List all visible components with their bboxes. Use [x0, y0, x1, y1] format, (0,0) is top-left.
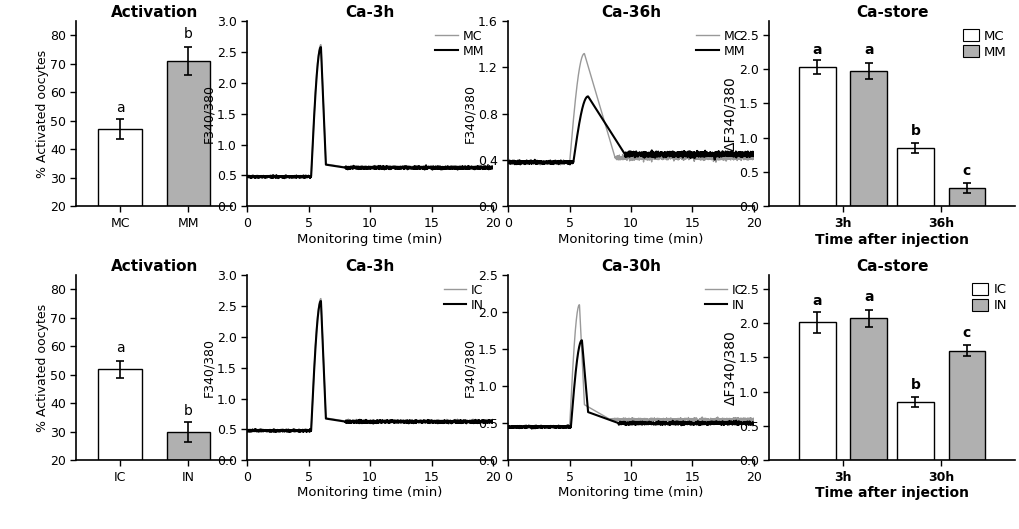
- X-axis label: Monitoring time (min): Monitoring time (min): [557, 487, 703, 499]
- Legend: MC, MM: MC, MM: [432, 28, 486, 60]
- Legend: IC, IN: IC, IN: [701, 281, 747, 314]
- Text: a: a: [863, 290, 872, 304]
- Bar: [896, 148, 933, 206]
- Bar: [166, 61, 210, 206]
- X-axis label: Monitoring time (min): Monitoring time (min): [298, 233, 442, 245]
- Text: a: a: [811, 43, 821, 57]
- Bar: [98, 369, 142, 460]
- Text: c: c: [962, 325, 970, 340]
- Text: a: a: [863, 43, 872, 57]
- X-axis label: Time after injection: Time after injection: [814, 233, 968, 247]
- Title: Ca-36h: Ca-36h: [600, 5, 660, 20]
- Title: Activation: Activation: [110, 5, 198, 20]
- Bar: [948, 351, 984, 460]
- Bar: [166, 432, 210, 460]
- Text: b: b: [183, 404, 193, 417]
- Title: Ca-3h: Ca-3h: [345, 5, 394, 20]
- Text: a: a: [811, 294, 821, 308]
- Title: Ca-3h: Ca-3h: [345, 259, 394, 274]
- Bar: [850, 71, 887, 206]
- Legend: MC, MM: MC, MM: [961, 28, 1008, 60]
- Y-axis label: F340/380: F340/380: [463, 338, 476, 397]
- Bar: [98, 130, 142, 206]
- X-axis label: Time after injection: Time after injection: [814, 487, 968, 500]
- Y-axis label: % Activated oocytes: % Activated oocytes: [36, 304, 49, 432]
- Title: Ca-store: Ca-store: [855, 5, 927, 20]
- X-axis label: Monitoring time (min): Monitoring time (min): [298, 487, 442, 499]
- Y-axis label: % Activated oocytes: % Activated oocytes: [36, 50, 49, 178]
- Y-axis label: ΔF340/380: ΔF340/380: [722, 76, 737, 151]
- Bar: [896, 402, 933, 460]
- Legend: IC, IN: IC, IN: [970, 281, 1008, 314]
- Legend: MC, MM: MC, MM: [693, 28, 747, 60]
- Bar: [850, 318, 887, 460]
- Text: a: a: [115, 341, 124, 355]
- Bar: [798, 67, 835, 206]
- Text: b: b: [910, 124, 919, 138]
- Bar: [948, 188, 984, 206]
- Bar: [798, 322, 835, 460]
- Y-axis label: F340/380: F340/380: [463, 84, 476, 143]
- Title: Activation: Activation: [110, 259, 198, 274]
- Y-axis label: ΔF340/380: ΔF340/380: [722, 330, 737, 405]
- Text: b: b: [910, 378, 919, 391]
- Y-axis label: F340/380: F340/380: [202, 338, 215, 397]
- Title: Ca-30h: Ca-30h: [600, 259, 660, 274]
- Text: a: a: [115, 101, 124, 115]
- Legend: IC, IN: IC, IN: [441, 281, 486, 314]
- Title: Ca-store: Ca-store: [855, 259, 927, 274]
- Text: c: c: [962, 163, 970, 178]
- Y-axis label: F340/380: F340/380: [202, 84, 215, 143]
- Text: b: b: [183, 27, 193, 41]
- X-axis label: Monitoring time (min): Monitoring time (min): [557, 233, 703, 245]
